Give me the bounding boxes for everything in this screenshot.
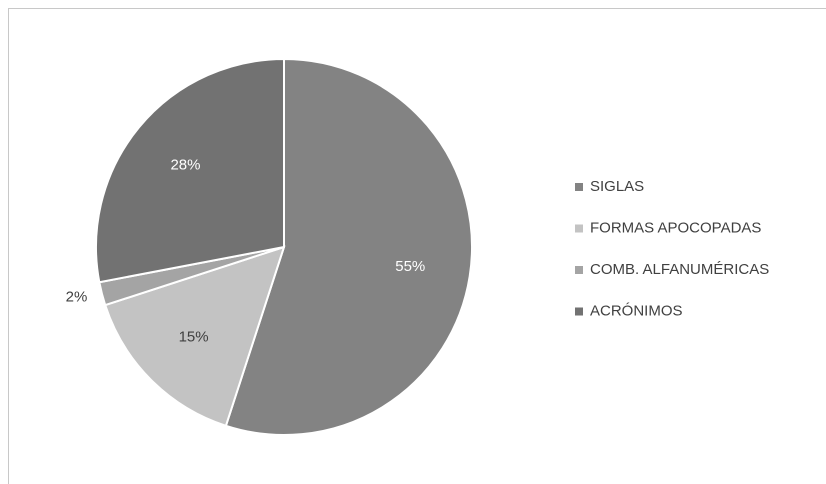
data-label: 28% <box>170 156 200 173</box>
legend-label: ACRÓNIMOS <box>590 302 683 319</box>
legend-label: FORMAS APOCOPADAS <box>590 219 761 236</box>
data-label: 2% <box>66 288 88 305</box>
legend-label: SIGLAS <box>590 178 644 195</box>
legend-swatch <box>575 307 583 316</box>
legend-swatch <box>575 224 583 233</box>
legend-label: COMB. ALFANUMÉRICAS <box>590 261 769 278</box>
pie-slice <box>224 57 473 436</box>
data-label: 15% <box>179 328 209 345</box>
legend-swatch <box>575 266 583 274</box>
pie-slice <box>103 245 286 428</box>
data-label: 55% <box>395 258 425 275</box>
legend-swatch <box>575 183 583 191</box>
pie-slice <box>95 57 285 284</box>
